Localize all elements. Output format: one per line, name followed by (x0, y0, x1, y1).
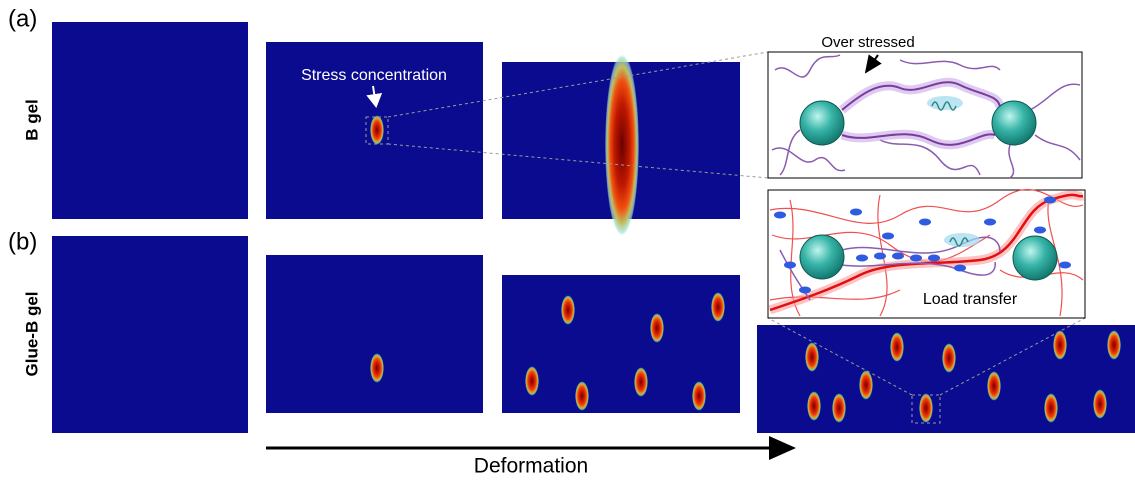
large-stress-spot (605, 53, 639, 237)
stress-spot (370, 353, 384, 383)
axis-label: Deformation (474, 455, 588, 478)
crosslink (799, 100, 845, 146)
stress-spot (890, 332, 904, 362)
row-label: Glue-B gel (22, 291, 41, 376)
stress-spot (832, 393, 846, 423)
annotation: Over stressed (821, 34, 914, 51)
stress-spot (942, 343, 956, 373)
stress-spot (650, 313, 664, 343)
crosslink (991, 100, 1037, 146)
chains (771, 54, 1081, 179)
stress-spot (859, 370, 873, 400)
row-label: B gel (22, 99, 41, 141)
stress-spot (561, 295, 575, 325)
stress-spot (1053, 330, 1067, 360)
crosslink (1012, 235, 1058, 281)
break-wave (949, 237, 969, 247)
break-wave (931, 101, 957, 111)
glow (944, 233, 980, 247)
zoom-line (387, 51, 769, 118)
stress-spot (711, 292, 725, 322)
zoom-box (365, 116, 389, 145)
panel-label: (b) (8, 228, 37, 255)
stress-spot (1107, 330, 1121, 360)
panel (52, 236, 248, 433)
stress-spot (987, 371, 1001, 401)
zoom-box (911, 394, 941, 424)
stress-spot (1093, 389, 1107, 419)
panel (757, 325, 1135, 433)
crosslink (799, 234, 845, 280)
glue-molecules (774, 196, 1071, 294)
stressed-chains (841, 81, 1001, 146)
annotation: Stress concentration (301, 67, 447, 84)
stress-spot (805, 342, 819, 372)
panel (266, 255, 483, 413)
stress-spot (692, 381, 706, 411)
stress-spots (370, 115, 1121, 423)
panel (52, 22, 248, 219)
stress-spot (1044, 393, 1058, 423)
stress-spot (919, 393, 933, 423)
arrow (864, 54, 882, 74)
arrow (366, 85, 383, 108)
network-inset-a (767, 51, 1083, 179)
network-inset-b (767, 188, 1086, 319)
panel-label: (a) (8, 5, 37, 32)
annotation: Load transfer (923, 291, 1018, 308)
stress-spot (575, 381, 589, 411)
stress-spot (634, 367, 648, 397)
panels (52, 22, 1135, 433)
stress-spot (370, 115, 384, 145)
zoom-guides (365, 51, 1086, 424)
load-chain (769, 193, 1084, 312)
stress-spot (525, 366, 539, 396)
stress-spot (807, 391, 821, 421)
